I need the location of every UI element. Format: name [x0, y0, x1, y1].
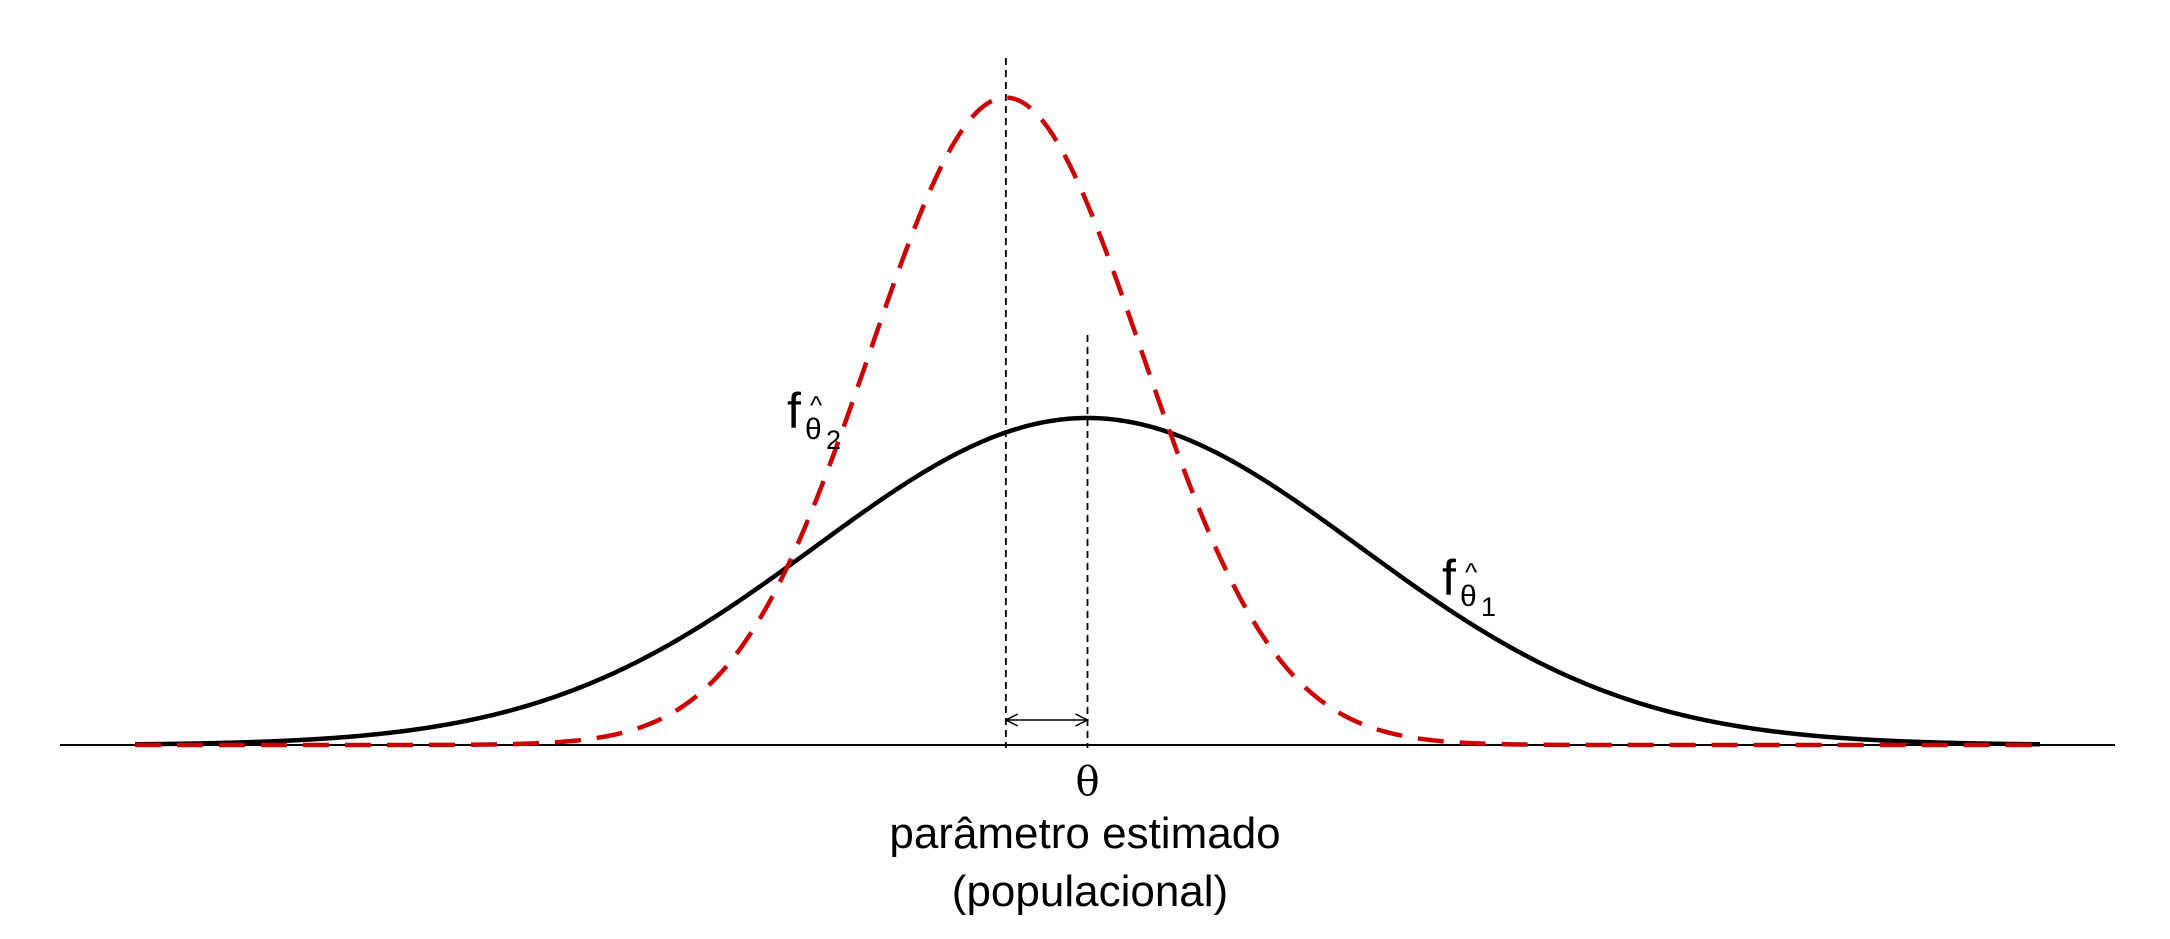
svg-text:^: ^ — [1465, 557, 1478, 587]
svg-text:f: f — [787, 383, 801, 439]
curve-label-estimator-1: f θ ^ 1 — [1442, 550, 1496, 622]
svg-text:^: ^ — [810, 390, 823, 420]
svg-text:f: f — [1442, 550, 1456, 606]
theta-label: θ — [1075, 759, 1099, 805]
svg-text:θ: θ — [805, 413, 822, 446]
caption-line-1: parâmetro estimado — [889, 809, 1280, 858]
caption-line-2: (populacional) — [952, 867, 1228, 916]
curve-estimator-2 — [135, 95, 2040, 748]
curve-label-estimator-2: f θ ^ 2 — [787, 383, 841, 455]
svg-text:θ: θ — [1460, 580, 1477, 613]
bias-arrow — [1004, 713, 1090, 727]
curve-estimator-1 — [134, 415, 2041, 747]
svg-text:1: 1 — [1481, 592, 1496, 622]
svg-text:2: 2 — [826, 425, 841, 455]
